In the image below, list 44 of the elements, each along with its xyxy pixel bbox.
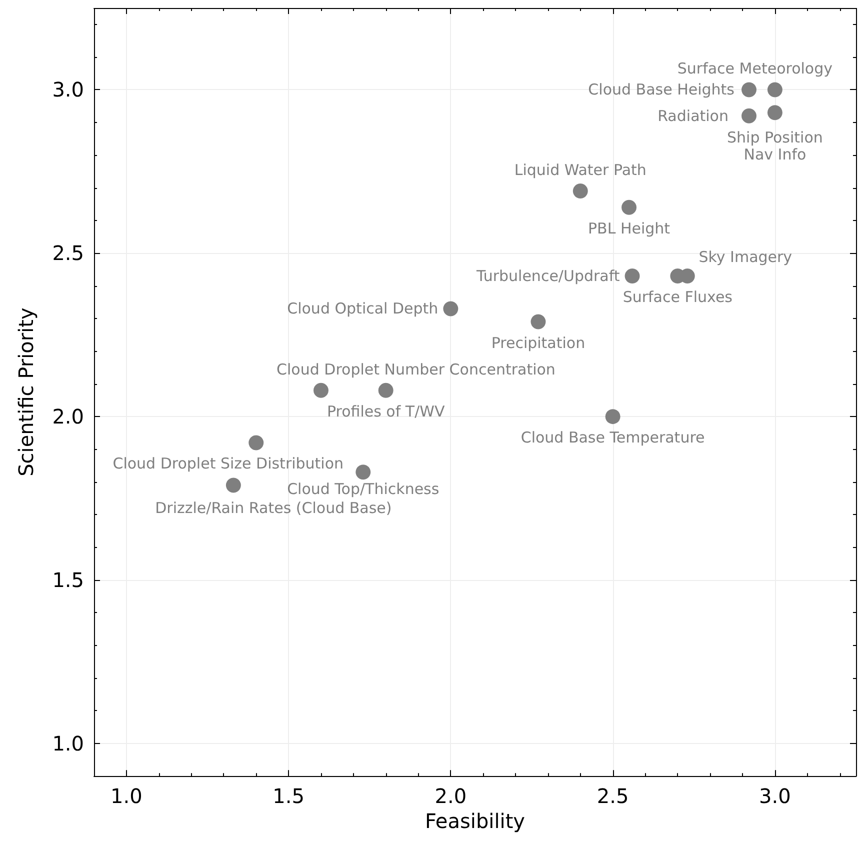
- annotation: Ship Position Nav Info: [726, 128, 823, 164]
- annotation: Cloud Top/Thickness: [287, 480, 440, 498]
- annotation: Cloud Base Heights: [588, 80, 735, 99]
- x-tick-label: 1.5: [272, 784, 304, 808]
- point: [313, 382, 328, 398]
- point: [356, 464, 371, 480]
- x-tick-label: 3.0: [759, 784, 791, 808]
- point: [572, 184, 588, 199]
- annotation: Cloud Optical Depth: [287, 300, 438, 318]
- point: [378, 382, 394, 398]
- annotation: Precipitation: [491, 334, 586, 352]
- annotation: Profiles of T/WV: [326, 402, 446, 420]
- x-tick-label: 1.0: [110, 784, 142, 808]
- annotation: Surface Meteorology: [677, 60, 833, 78]
- point: [742, 82, 756, 98]
- x-tick-label: 2.0: [434, 784, 467, 808]
- point: [742, 108, 756, 124]
- annotation: Cloud Droplet Size Distribution: [112, 454, 344, 473]
- annotation: Radiation: [658, 106, 728, 125]
- y-tick-label: 2.0: [52, 404, 84, 429]
- y-tick-label: 3.0: [52, 78, 84, 102]
- x-axis-title: Feasibility: [425, 809, 526, 833]
- point: [767, 82, 782, 98]
- y-tick-label: 1.5: [52, 568, 84, 592]
- y-tick-label: 2.5: [52, 241, 84, 266]
- annotation: Liquid Water Path: [514, 161, 646, 180]
- point: [767, 105, 782, 120]
- annotation: PBL Height: [588, 219, 670, 238]
- point: [248, 435, 264, 450]
- point: [622, 200, 637, 215]
- x-tick-label: 2.5: [596, 784, 629, 808]
- point: [226, 478, 241, 493]
- annotation: Sky Imagery: [698, 248, 792, 266]
- point: [443, 301, 458, 316]
- point: [624, 268, 640, 284]
- y-axis-title: Scientific Priority: [14, 308, 38, 476]
- point: [605, 409, 620, 424]
- annotation: Cloud Base Temperature: [520, 428, 705, 447]
- annotation: Surface Fluxes: [622, 288, 733, 306]
- point: [530, 314, 546, 330]
- annotation: Drizzle/Rain Rates (Cloud Base): [155, 499, 392, 518]
- y-tick-label: 1.0: [52, 731, 84, 756]
- annotation: Turbulence/Updraft: [475, 267, 620, 286]
- annotation: Cloud Droplet Number Concentration: [276, 360, 556, 378]
